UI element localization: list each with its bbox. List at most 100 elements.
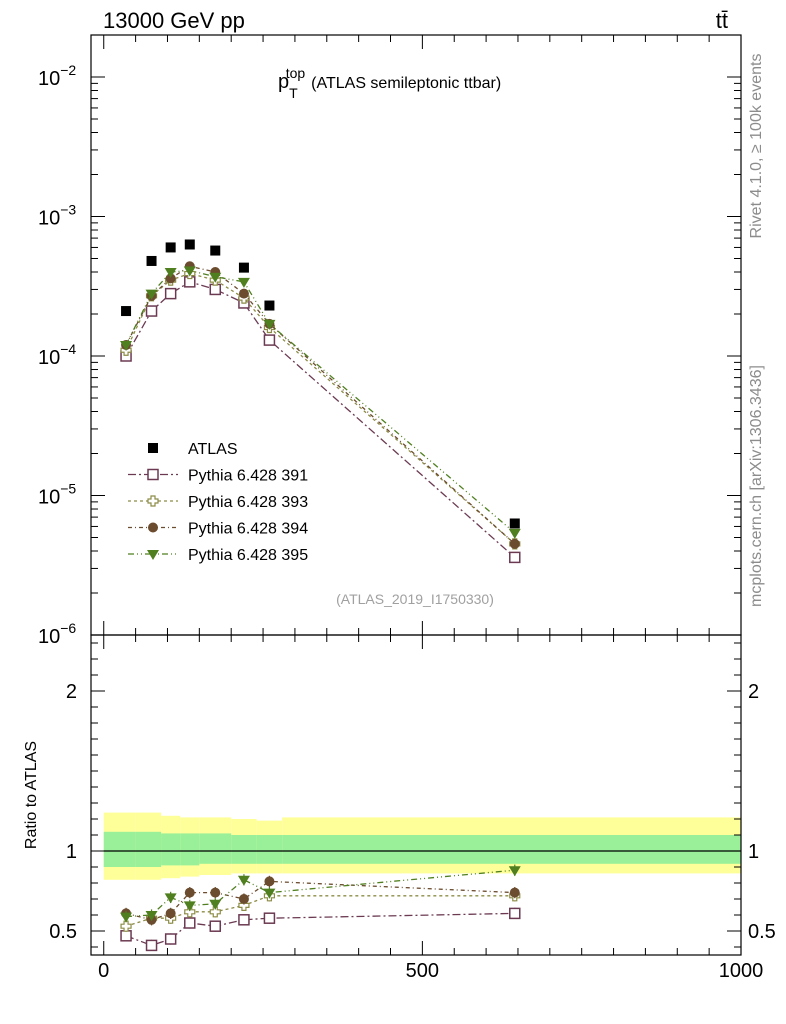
data-point <box>165 242 176 253</box>
ratio-data-point <box>164 933 177 945</box>
data-point <box>146 255 157 266</box>
data-point <box>238 262 249 273</box>
ratio-plot-frame <box>90 634 742 956</box>
ratio-data-point <box>237 875 250 886</box>
ratio-data-point <box>238 894 249 904</box>
ratio-data-point <box>509 907 521 920</box>
ratio-y-tick-label: 1 <box>66 841 77 863</box>
uncertainty-band-inner <box>256 835 283 864</box>
legend-label: Pythia 6.428 395 <box>188 547 308 564</box>
ratio-series-line <box>125 895 515 927</box>
uncertainty-band-inner <box>180 833 200 866</box>
series-pythia-6-428-395 <box>120 266 521 539</box>
y-tick-label: 10−2 <box>38 62 76 90</box>
series-line <box>125 265 516 545</box>
legend-label: Pythia 6.428 391 <box>188 468 308 485</box>
ratio-data-point <box>263 912 276 924</box>
main-plot-frame <box>90 34 742 636</box>
data-point <box>237 277 250 288</box>
ratio-data-point <box>209 899 222 910</box>
legend-marker <box>148 443 158 453</box>
process-label: tt̄ <box>716 8 728 33</box>
ratio-y-tick-label: 0.5 <box>49 921 77 943</box>
ratio-data-point <box>120 930 132 942</box>
data-point <box>263 334 276 346</box>
rivet-version-label: Rivet 4.1.0, ≥ 100k events <box>748 54 765 239</box>
data-point <box>263 319 276 330</box>
y-tick-label: 10−6 <box>38 620 76 648</box>
series-line <box>125 269 516 534</box>
ratio-data-point <box>145 939 158 952</box>
ratio-data-point <box>184 887 195 898</box>
data-point <box>508 528 521 539</box>
data-point <box>264 300 275 311</box>
ratio-panel: 0.5 0.5 1 1 2 2 0 500 1000 <box>49 634 776 982</box>
uncertainty-band-inner <box>135 831 162 867</box>
series-line <box>125 281 516 558</box>
data-point <box>183 266 196 277</box>
series-atlas <box>121 239 520 529</box>
data-point <box>164 287 177 300</box>
uncertainty-band-inner <box>282 835 741 864</box>
y-tick-label: 10−5 <box>38 480 76 508</box>
ratio-data-point <box>509 887 520 898</box>
legend-label: Pythia 6.428 393 <box>188 494 308 511</box>
data-point <box>209 283 222 296</box>
ratio-y-axis-label: Ratio to ATLAS <box>23 741 40 849</box>
ratio-data-point <box>165 908 176 919</box>
ratio-series-pythia-6-428-394 <box>121 875 520 926</box>
uncertainty-band-inner <box>103 831 136 867</box>
ratio-data-point <box>508 866 521 877</box>
ratio-series-pythia-6-428-393 <box>120 890 521 932</box>
uncertainty-band-inner <box>231 835 257 864</box>
uncertainty-band-inner <box>161 833 181 866</box>
series-line <box>125 272 516 545</box>
energy-label: 13000 GeV pp <box>103 8 245 33</box>
data-point <box>145 289 158 300</box>
data-point <box>210 245 221 256</box>
data-point <box>145 305 158 317</box>
data-point <box>509 518 520 529</box>
x-tick-label: 500 <box>406 960 439 982</box>
ratio-y-tick-label-right: 2 <box>748 681 759 703</box>
legend-label: Pythia 6.428 394 <box>188 521 308 538</box>
data-point <box>164 268 177 279</box>
x-tick-label: 1000 <box>719 960 764 982</box>
ratio-y-tick-label-right: 0.5 <box>748 921 776 943</box>
legend-label: ATLAS <box>188 441 238 458</box>
ratio-y-tick-label: 2 <box>66 681 77 703</box>
data-point <box>509 538 520 549</box>
ratio-data-point <box>120 912 133 923</box>
source-label: mcplots.cern.ch [arXiv:1306.3436] <box>748 365 765 607</box>
ratio-series-pythia-6-428-395 <box>120 864 521 923</box>
data-point <box>238 288 249 299</box>
ratio-data-point <box>164 893 177 904</box>
ratio-data-point <box>183 901 196 912</box>
data-point <box>209 272 222 283</box>
legend-marker <box>148 522 158 533</box>
ratio-data-point <box>120 920 132 932</box>
series-pythia-6-428-394 <box>121 261 520 549</box>
data-point <box>509 551 521 564</box>
uncertainty-band-inner <box>199 833 232 864</box>
ratio-data-point <box>264 876 275 887</box>
ratio-data-point <box>210 887 221 898</box>
ratio-series-pythia-6-428-391 <box>120 907 521 952</box>
y-tick-label: 10−3 <box>38 201 76 229</box>
ratio-data-point <box>263 888 276 899</box>
y-tick-label: 10−4 <box>38 341 76 369</box>
series-pythia-6-428-391 <box>120 276 521 564</box>
ratio-data-point <box>209 920 222 932</box>
main-title: pTtop(ATLAS semileptonic ttbar) <box>278 65 501 101</box>
x-tick-label: 0 <box>98 960 109 982</box>
legend-marker <box>147 495 159 507</box>
data-point <box>120 340 133 351</box>
legend-marker <box>147 468 159 481</box>
ratio-y-tick-label-right: 1 <box>748 841 759 863</box>
series-pythia-6-428-393 <box>120 267 521 550</box>
legend-marker <box>147 550 159 560</box>
main-panel: 10−2 10−3 10−4 10−5 10−6 <box>38 34 742 648</box>
ratio-data-point <box>184 906 196 918</box>
data-point <box>165 273 176 284</box>
